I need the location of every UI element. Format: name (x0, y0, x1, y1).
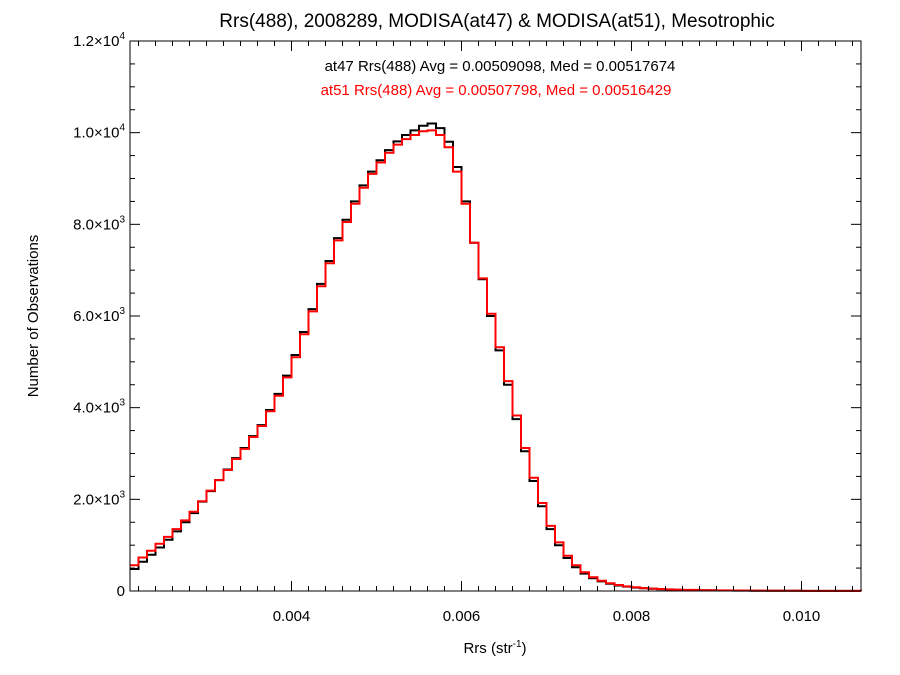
annotation-at51: at51 Rrs(488) Avg = 0.00507798, Med = 0.… (321, 82, 672, 99)
series-line-0 (130, 122, 862, 592)
x-tick-label: 0.010 (783, 608, 821, 625)
y-tick-label: 1.2×104 (73, 31, 125, 50)
y-tick-label: 4.0×103 (73, 398, 125, 417)
x-axis-label-end: ) (522, 640, 527, 657)
annotation-at47: at47 Rrs(488) Avg = 0.00509098, Med = 0.… (325, 58, 676, 75)
series-line-1 (130, 129, 862, 592)
y-axis: 0 2.0×103 4.0×103 6.0×103 8.0×103 1.0×104 1.2×… (73, 31, 861, 600)
y-tick-label: 2.0×103 (73, 489, 125, 508)
x-axis-label: Rrs (str-1) (463, 639, 526, 657)
x-tick-label: 0.004 (273, 608, 311, 625)
y-tick-label: 0 (117, 583, 125, 600)
x-axis: 0.004 0.006 0.008 0.010 (138, 41, 853, 625)
x-axis-label-base: Rrs (str (463, 640, 512, 657)
x-axis-label-sup: -1 (513, 639, 522, 650)
series-layer (130, 122, 862, 592)
y-axis-label: Number of Observations (25, 235, 42, 398)
y-tick-label: 8.0×103 (73, 214, 125, 233)
y-tick-label: 6.0×103 (73, 306, 125, 325)
y-tick-label: 1.0×104 (73, 123, 125, 142)
x-tick-label: 0.008 (613, 608, 651, 625)
chart-title: Rrs(488), 2008289, MODISA(at47) & MODISA… (219, 11, 774, 32)
x-tick-label: 0.006 (443, 608, 481, 625)
